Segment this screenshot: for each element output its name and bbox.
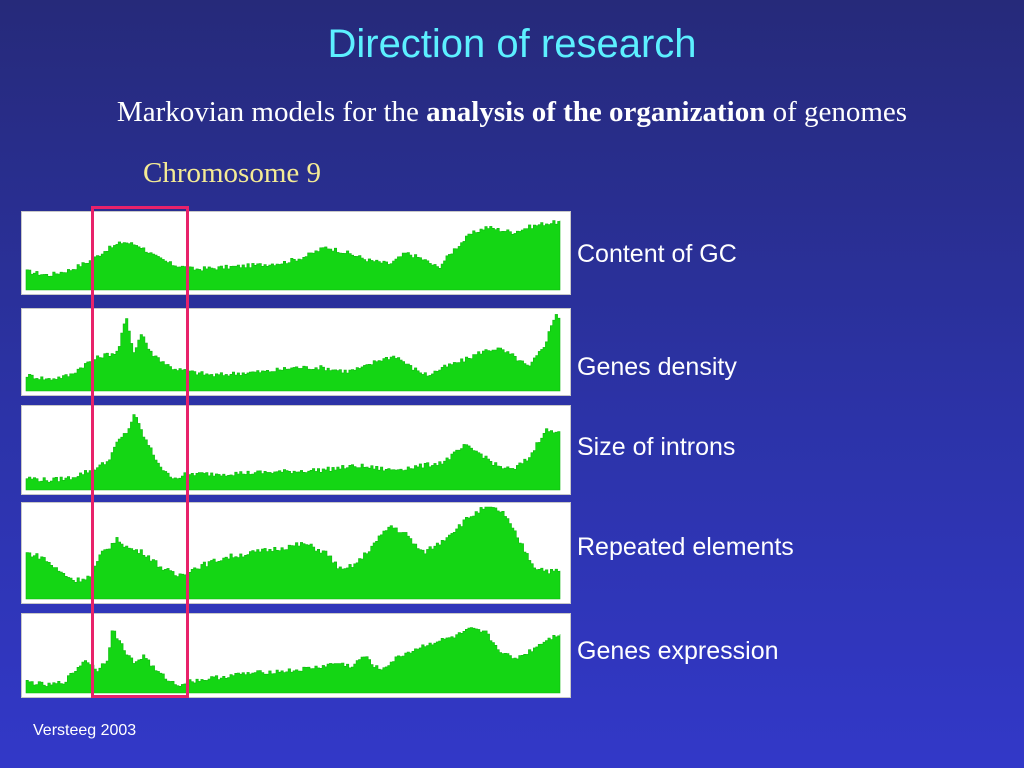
panel-repeated-elements	[21, 502, 571, 604]
highlight-region	[91, 206, 189, 698]
panel-genes-density	[21, 308, 571, 396]
panel-gene-expression	[21, 613, 571, 698]
slide-subtitle: Markovian models for the analysis of the…	[0, 96, 1024, 129]
intron-size-area	[25, 414, 561, 491]
repeated-elements-area	[25, 506, 561, 600]
intron-size-chart	[25, 414, 561, 491]
label-genes-density: Genes density	[577, 353, 737, 381]
credit-text: Versteeg 2003	[33, 722, 137, 739]
repeated-elements-chart	[25, 506, 561, 600]
label-gene-expression: Genes expression	[577, 637, 779, 665]
gc-content-area	[25, 220, 561, 291]
slide-title: Direction of research	[327, 22, 697, 66]
subtitle-text-post: of genomes	[765, 96, 908, 128]
subtitle-text-pre: Markovian models for the	[116, 96, 427, 128]
panel-gc-content	[21, 211, 571, 295]
gene-expression-chart	[25, 627, 561, 694]
label-repeated-elements: Repeated elements	[577, 533, 794, 561]
genes-density-chart	[25, 314, 561, 392]
panel-intron-size	[21, 405, 571, 495]
gc-content-chart	[25, 220, 561, 291]
subtitle-text-bold: analysis of the organization	[426, 96, 766, 128]
chromosome-label: Chromosome 9	[143, 157, 322, 189]
gene-expression-area	[25, 627, 561, 694]
label-intron-size: Size of introns	[577, 433, 736, 461]
genes-density-area	[25, 314, 561, 392]
label-gc-content: Content of GC	[577, 240, 737, 268]
